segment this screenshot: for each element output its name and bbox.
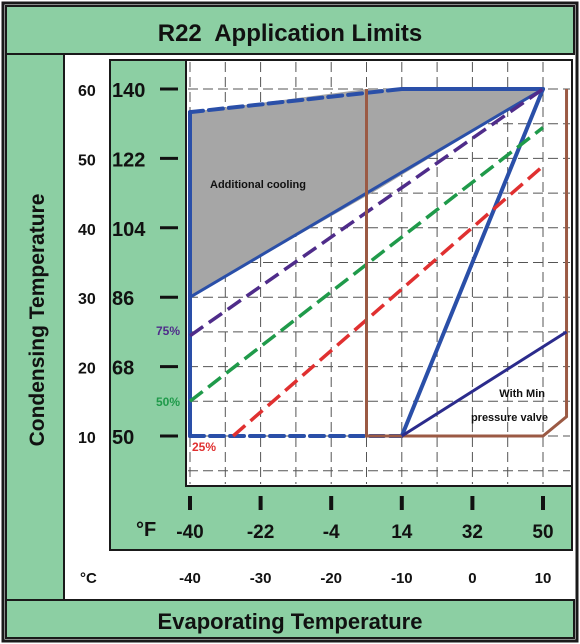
capacity-label-25pct: 25% [192,440,216,454]
y-tick-label-c: 50 [78,152,96,169]
x-tick-label-c: -20 [320,570,342,587]
y-tick-label-c: 20 [78,361,96,378]
x-tick-label-c: -40 [179,570,201,587]
y-tick-label-c: 60 [78,83,96,100]
series-layer [188,87,569,438]
ylabel-band [5,53,65,601]
y-tick-label-f: 104 [112,219,146,241]
capacity-label-75pct: 75% [156,324,180,338]
x-tick-label-f: 50 [532,522,553,543]
y-tick-label-c: 10 [78,430,96,447]
annotation-additional-cooling: Additional cooling [210,179,306,191]
y-tick-label-f: 86 [112,288,134,310]
xlabel-bar [5,599,575,639]
capacity-line-50pct [188,126,545,403]
brown_box-line [365,89,569,438]
annotation-pressure-valve: pressure valve [471,412,548,424]
y-tick-label-f: 122 [112,149,145,171]
fahrenheit-unit-label: °F [136,519,156,541]
y-tick-label-f: 50 [112,427,134,449]
x-tick-label-f: -40 [176,522,203,543]
axis-layer: 140601225010440863068205010-40-40-22-30-… [78,80,554,587]
y-axis-label: Condensing Temperature [26,194,49,447]
title-bar [5,5,575,55]
annotation-with-min: With Min [499,388,545,400]
capacity-label-50pct: 50% [156,395,180,409]
x-tick-label-c: -10 [391,570,413,587]
x-axis-label: Evaporating Temperature [158,609,423,634]
x-tick-label-c: 0 [468,570,476,587]
y-tick-label-f: 68 [112,358,134,380]
y-tick-label-c: 40 [78,222,96,239]
y-tick-label-f: 140 [112,80,145,102]
celsius-unit-label: °C [80,570,97,587]
x-tick-label-f: 14 [391,522,413,543]
x-tick-label-c: 10 [535,570,552,587]
x-tick-label-f: -22 [247,522,274,543]
y-tick-label-c: 30 [78,291,96,308]
x-tick-label-c: -30 [250,570,272,587]
x-tick-label-f: 32 [462,522,483,543]
min_pressure_line-line [400,330,568,438]
chart-title: R22 Application Limits [158,20,422,47]
label-layer: 75% 50% 25% Additional cooling With Min press… [156,179,548,454]
x-tick-label-f: -4 [323,522,340,543]
